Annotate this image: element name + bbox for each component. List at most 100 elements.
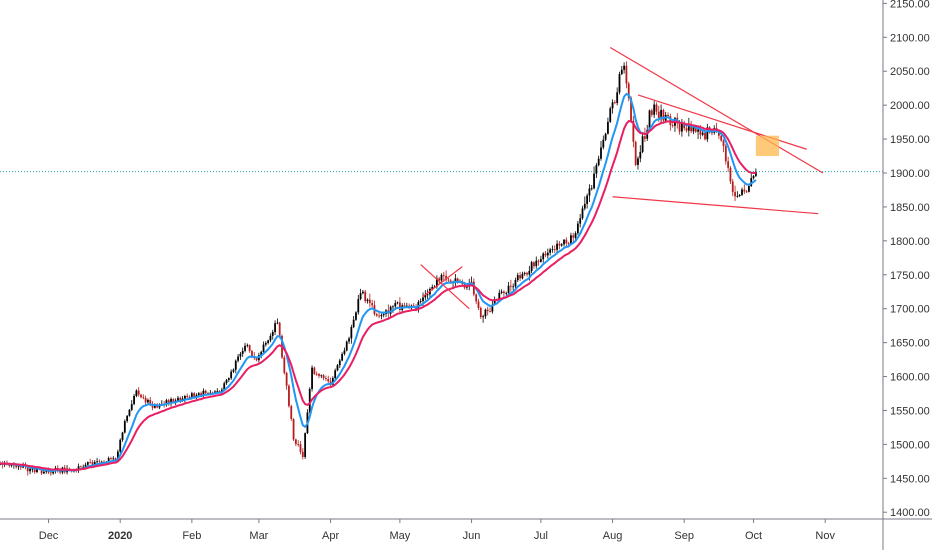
candle-body [699, 129, 702, 135]
candle [348, 336, 350, 345]
candle-body [466, 286, 468, 288]
candle [123, 419, 126, 434]
candle [380, 313, 383, 320]
candle-body [741, 189, 743, 195]
candle-body [36, 468, 38, 473]
y-tick-label: 1700.00 [890, 304, 930, 316]
candle-body [130, 404, 133, 410]
candle [355, 311, 357, 321]
candle-body [736, 195, 739, 197]
y-tick-label: 1850.00 [890, 202, 930, 214]
candle-body [262, 344, 265, 352]
candle [632, 115, 635, 148]
candle [133, 394, 135, 406]
candle-body [86, 462, 89, 465]
x-tick-label: May [390, 530, 411, 542]
candle-body [93, 462, 96, 465]
highlight-box[interactable] [755, 135, 779, 157]
candle [396, 301, 399, 305]
candle-body [625, 65, 628, 84]
x-tick-label: Mar [249, 530, 268, 542]
candle-body [431, 286, 434, 289]
candle-body [484, 309, 487, 317]
y-tick-label: 1900.00 [890, 168, 930, 180]
candle-body [230, 371, 233, 379]
candle-body [294, 439, 297, 445]
candle [438, 276, 441, 284]
candle [625, 61, 628, 89]
candle-body [653, 104, 656, 115]
candle [447, 278, 450, 282]
candle-body [350, 327, 353, 339]
candle-body [565, 239, 568, 244]
candle [553, 245, 556, 253]
candle [216, 388, 219, 393]
candle-body [512, 286, 515, 288]
y-tick-label: 1750.00 [890, 270, 930, 282]
trendline-1[interactable] [609, 46, 824, 174]
candle-body [200, 393, 203, 396]
candle [516, 272, 519, 282]
candle-body [438, 278, 441, 281]
candle-body [375, 314, 378, 316]
candle-body [195, 395, 198, 398]
candle [509, 279, 512, 292]
candle [514, 277, 517, 289]
candle-body [119, 439, 122, 452]
candle [523, 271, 526, 276]
candle [535, 256, 538, 269]
candle-body [301, 451, 304, 457]
candle-body [690, 124, 693, 132]
candle [334, 368, 337, 380]
candle-body [493, 299, 496, 305]
candle-body [523, 272, 526, 274]
candle-body [539, 259, 542, 262]
candle-body [116, 451, 119, 461]
candle [311, 365, 313, 392]
candle [378, 312, 380, 319]
candle-body [274, 323, 276, 333]
trendline-5[interactable] [422, 266, 463, 297]
candle-body [729, 167, 732, 182]
candle-body [325, 378, 327, 380]
candle [607, 117, 609, 135]
candle-body [630, 97, 632, 121]
candle-body [292, 418, 295, 440]
candle-body [237, 356, 239, 361]
candle [331, 376, 334, 386]
candle-body [623, 65, 626, 70]
candle [512, 283, 515, 291]
candle-body [627, 83, 630, 98]
candle [549, 247, 552, 256]
candle-body [343, 350, 346, 354]
candle [537, 259, 540, 266]
candle-body [193, 393, 196, 398]
candle-body [528, 270, 531, 275]
candle-body [667, 114, 669, 117]
candle-body [239, 353, 242, 357]
candle-body [0, 464, 1, 465]
candle [581, 205, 584, 220]
candle-body [734, 192, 736, 197]
candle-body [260, 351, 263, 356]
candle-body [519, 275, 521, 279]
x-tick-label: 2020 [108, 530, 132, 542]
candle [660, 104, 662, 125]
candle [262, 341, 265, 354]
candle [616, 87, 619, 106]
candle-body [597, 158, 600, 166]
candle-body [96, 461, 98, 463]
candle-body [475, 294, 478, 302]
candle [290, 404, 293, 422]
trendline-3[interactable] [612, 196, 819, 215]
candle-body [357, 299, 360, 313]
candle-body [267, 340, 270, 344]
trendline-4[interactable] [420, 264, 470, 310]
candle-body [731, 181, 734, 193]
x-tick-label: Feb [182, 530, 201, 542]
candle-body [121, 432, 124, 440]
candle [140, 393, 142, 399]
candle [454, 274, 457, 287]
